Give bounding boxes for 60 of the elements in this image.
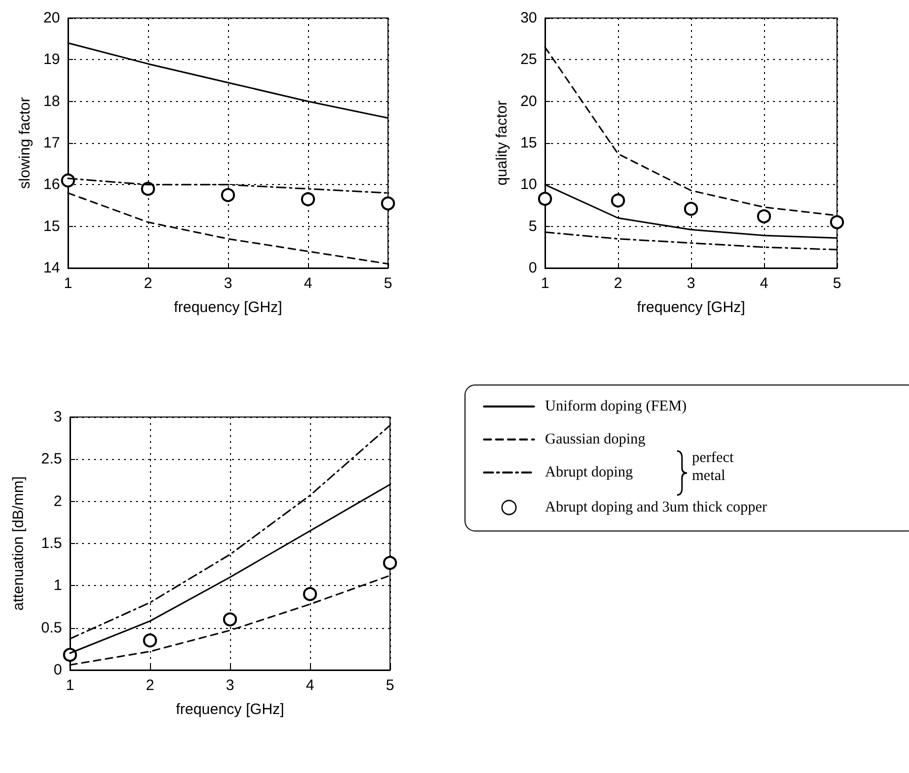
y-tick-label: 3 — [54, 408, 62, 426]
x-axis-title: frequency [GHz] — [174, 299, 282, 316]
x-tick-label: 1 — [66, 677, 74, 694]
y-tick-label: 20 — [520, 92, 537, 110]
y-tick-label: 10 — [520, 176, 537, 194]
y-tick-label: 1 — [54, 577, 62, 594]
point — [223, 612, 237, 626]
x-tick-label: 3 — [686, 275, 696, 292]
x-tick-label: 5 — [386, 677, 394, 694]
y-tick-label: 0 — [528, 260, 537, 276]
y-tick-label: 19 — [43, 51, 60, 68]
point — [383, 556, 397, 570]
point — [301, 192, 315, 206]
y-axis-title: attenuation [dB/mm] — [10, 476, 27, 611]
point — [611, 194, 625, 208]
point — [143, 633, 157, 648]
legend-label: Gaussian doping — [545, 432, 646, 448]
x-tick-label: 3 — [226, 677, 234, 694]
y-tick-label: 15 — [43, 218, 60, 235]
y-tick-label: 2.5 — [41, 450, 62, 468]
text: perfect metal — [692, 450, 738, 484]
x-tick-label: 3 — [224, 275, 232, 292]
y-axis-title: slowing factor — [16, 97, 34, 189]
x-tick-label: 4 — [760, 275, 768, 292]
point — [830, 215, 844, 230]
point — [63, 648, 77, 662]
y-tick-label: 17 — [43, 134, 60, 152]
x-tick-label: 4 — [306, 677, 314, 694]
y-tick-label: 30 — [520, 10, 537, 26]
y-tick-label: 0 — [54, 662, 62, 678]
x-axis-title: frequency [GHz] — [176, 701, 284, 718]
point — [381, 196, 395, 210]
y-tick-label: 5 — [528, 218, 537, 235]
legend-label: Abrupt doping and 3um thick copper — [545, 500, 768, 516]
x-tick-label: 2 — [146, 677, 154, 694]
x-axis-title: frequency [GHz] — [636, 299, 746, 316]
point — [303, 587, 317, 602]
legend-label: Abrupt doping — [545, 464, 634, 480]
x-tick-label: 5 — [384, 275, 392, 292]
x-tick-label: 1 — [540, 275, 550, 292]
point — [61, 174, 75, 188]
legend-label: Uniform doping (FEM) — [545, 398, 687, 414]
point — [221, 188, 235, 202]
y-tick-label: 0.5 — [41, 619, 62, 636]
y-tick-label: 25 — [520, 51, 537, 68]
x-tick-label: 2 — [144, 275, 152, 292]
x-tick-label: 2 — [614, 275, 622, 292]
y-tick-label: 20 — [43, 10, 60, 26]
point — [757, 209, 771, 224]
point — [538, 192, 552, 206]
y-tick-label: 2 — [54, 492, 62, 510]
y-tick-label: 15 — [520, 134, 537, 152]
y-tick-label: 14 — [43, 260, 60, 276]
y-axis-title: quality factor — [493, 100, 510, 186]
y-tick-label: 1.5 — [41, 535, 62, 552]
point — [684, 202, 698, 216]
x-tick-label: 4 — [304, 275, 312, 292]
y-tick-label: 18 — [43, 92, 60, 110]
y-tick-label: 16 — [43, 176, 60, 194]
x-tick-label: 5 — [832, 275, 842, 292]
